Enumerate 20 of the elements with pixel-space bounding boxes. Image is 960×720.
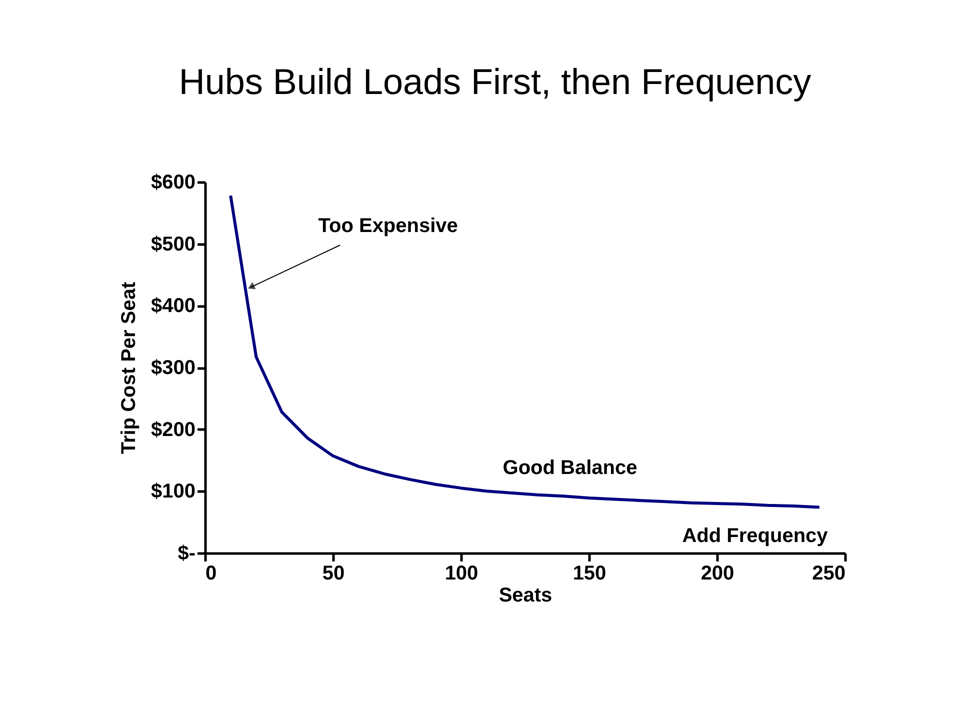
annotation: Too Expensive (318, 215, 458, 238)
y-tick-label: $200 (151, 418, 196, 441)
line-series (229, 194, 821, 509)
y-tick-label: $- (178, 542, 196, 564)
y-tick-label: $100 (151, 480, 196, 503)
chart-title: Hubs Build Loads First, then Frequency (178, 61, 812, 102)
y-axis-title: Trip Cost Per Seat (118, 282, 140, 454)
x-tick-label: 200 (700, 562, 734, 584)
annotation: Add Frequency (682, 525, 829, 547)
annotation: Good Balance (502, 457, 638, 479)
x-axis-title: Seats (498, 584, 552, 606)
x-tick-label: 50 (322, 562, 345, 584)
x-tick-label: 150 (572, 562, 606, 584)
y-tick-label: $500 (151, 233, 196, 256)
y-tick-label: $600 (151, 172, 196, 194)
x-tick-label: 100 (444, 562, 478, 584)
x-tick-label: 0 (206, 562, 217, 584)
y-tick-label: $300 (151, 357, 196, 379)
x-tick-label: 250 (812, 562, 846, 584)
y-tick-label: $400 (151, 295, 196, 318)
